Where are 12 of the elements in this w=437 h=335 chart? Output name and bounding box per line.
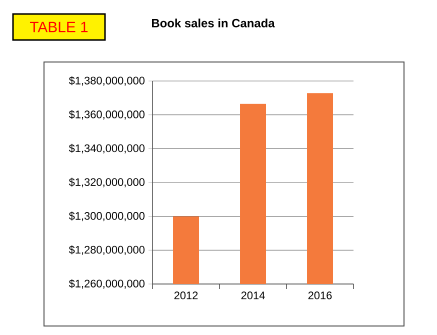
x-tick-label: 2012 bbox=[174, 292, 198, 300]
caption: TABLE 1 bbox=[30, 22, 88, 32]
y-tick-label: $1,380,000,000 bbox=[68, 76, 145, 86]
x-tick-label: 2014 bbox=[241, 292, 265, 300]
y-tick-label: $1,300,000,000 bbox=[68, 212, 145, 222]
y-tick-label: $1,360,000,000 bbox=[68, 110, 145, 120]
x-tick-label: 2016 bbox=[308, 292, 332, 300]
y-tick-label: $1,320,000,000 bbox=[68, 178, 145, 188]
y-tick-label: $1,340,000,000 bbox=[68, 144, 145, 154]
y-tick-label: $1,260,000,000 bbox=[68, 279, 145, 289]
y-tick-label: $1,280,000,000 bbox=[68, 245, 145, 255]
chart-title: Book sales in Canada bbox=[152, 18, 275, 28]
